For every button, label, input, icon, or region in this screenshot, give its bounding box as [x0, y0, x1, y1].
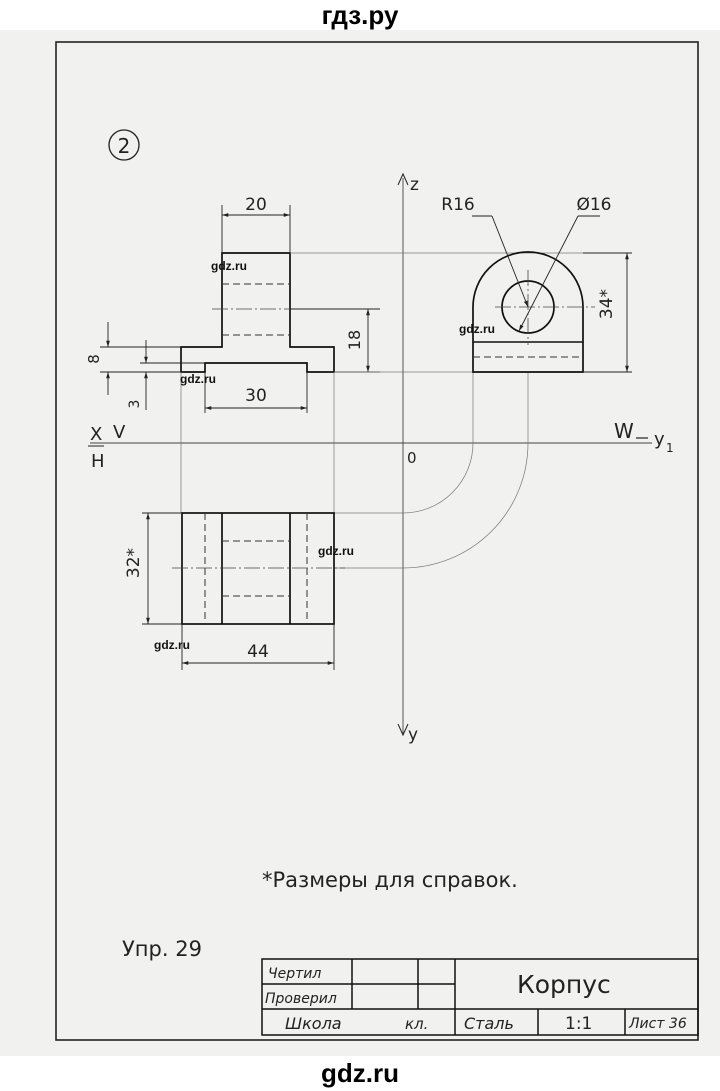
axis-label-x: X: [90, 424, 102, 445]
title-block-sheet: Лист 36: [628, 1016, 687, 1032]
dim-width-20: 20: [245, 195, 267, 215]
drawing-sheet: [0, 30, 720, 1056]
watermark: gdz.ru: [180, 372, 216, 386]
title-block-school: Школа: [285, 1014, 342, 1033]
dim-height-3: 3: [127, 400, 143, 409]
projection-link-lines: [180, 252, 625, 569]
dim-diameter-16: Ø16: [576, 195, 611, 215]
dim-height-8: 8: [85, 354, 103, 364]
axis-label-y: y: [408, 725, 418, 745]
title-block-part-name: Корпус: [517, 970, 611, 999]
top-view-hidden-lines: [204, 513, 308, 624]
dim-width-30: 30: [245, 386, 267, 406]
dim-width-44: 44: [247, 642, 269, 662]
front-view-dimensions: [100, 205, 380, 413]
site-title-top: гдз.ру: [321, 0, 399, 30]
origin-label: 0: [407, 449, 417, 467]
task-number: 2: [118, 134, 131, 158]
axis-label-v: V: [113, 422, 126, 443]
title-block-class: кл.: [405, 1015, 428, 1033]
front-view: [180, 252, 335, 373]
title-block-checked-label: Проверил: [265, 991, 337, 1007]
side-view-center-lines: [495, 270, 595, 345]
top-view: [181, 512, 335, 625]
projection-axes: [90, 178, 652, 735]
axis-label-y1-subscript: 1: [666, 441, 674, 455]
y-axis-arrow-icon: [397, 723, 409, 737]
z-axis-arrow-icon: [397, 172, 409, 186]
watermark: gdz.ru: [211, 259, 247, 273]
front-view-hidden-lines: [222, 283, 290, 336]
axis-label-w: W: [614, 419, 634, 443]
axis-label-h: H: [91, 451, 105, 472]
site-title-bottom: gdz.ru: [321, 1058, 399, 1088]
axis-label-z: z: [410, 175, 419, 195]
top-view-dimensions: [142, 512, 335, 670]
title-block-material: Сталь: [464, 1014, 514, 1033]
task-number-circle: [108, 129, 140, 161]
side-view-dimensions: [472, 215, 632, 373]
dim-depth-32: 32*: [124, 548, 144, 578]
title-block-scale: 1:1: [565, 1014, 592, 1034]
dim-height-34: 34*: [597, 289, 617, 319]
exercise-number: Упр. 29: [122, 937, 202, 961]
dim-radius-r16: R16: [441, 195, 474, 215]
watermark: gdz.ru: [154, 638, 190, 652]
title-block-drawn-label: Чертил: [268, 966, 321, 982]
drawing-frame: [55, 41, 699, 1041]
axis-label-y1: y: [654, 429, 665, 450]
reference-note: *Размеры для справок.: [262, 868, 518, 892]
watermark: gdz.ru: [318, 544, 354, 558]
dim-height-18: 18: [345, 330, 364, 350]
watermark: gdz.ru: [459, 322, 495, 336]
title-block: [261, 958, 699, 1036]
